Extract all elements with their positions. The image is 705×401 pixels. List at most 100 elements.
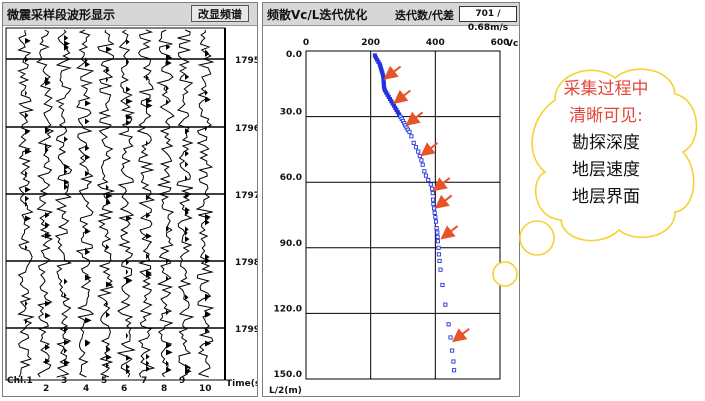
waveform-peak [106,192,110,199]
waveform-trace [96,29,116,378]
data-point [432,210,437,215]
waveform-peak [185,209,189,216]
channel-label: 8 [161,384,167,394]
waveform-peak [146,212,151,219]
waveform-peak [25,318,28,325]
x-axis-label: Vc(m/s) [506,39,519,49]
annotation-arrow [393,89,411,104]
waveform-peak [166,258,169,265]
waveform-peak [25,300,28,307]
callout-tail-bubble-small [492,261,518,287]
waveform-peak [64,44,69,51]
waveform-panel-title: 微震采样段波形显示 [7,8,116,22]
waveform-peak [146,270,152,277]
data-point [451,359,456,364]
channel-label: 3 [61,376,67,386]
data-point [430,186,435,191]
waveform-peak [185,161,189,168]
callout-line-1: 采集过程中 [563,79,649,99]
waveform-peak [146,353,150,360]
annotation-arrows [383,65,470,343]
waveform-peak [126,98,133,105]
data-point [417,153,422,159]
waveform-peak [64,278,68,285]
waveform-peak [126,368,131,375]
time-unit-label: Time(s) [226,379,257,389]
time-label: 1799 [235,325,257,335]
waveform-peak [205,257,211,264]
waveform-peak [106,311,111,318]
annotation-arrow [452,328,470,343]
callout-line-4: 地层速度 [572,160,640,180]
waveform-trace [36,29,55,378]
waveform-peak [146,253,150,260]
iteration-value-field[interactable]: 701 / 0.68m/s [459,6,517,33]
waveform-plot: 1795 1796 1797 1798 1799 Chl.1 2 3 4 5 6 7 8 9 10 Tim… [5,27,257,394]
waveform-peak [185,175,188,182]
data-point [437,258,442,263]
data-point [452,368,457,373]
waveform-peak [146,140,149,147]
y-tick-label: 60.0 [280,173,302,183]
waveform-peak [64,163,70,170]
waveform-peak [25,186,31,193]
data-point [411,140,416,145]
waveform-peak [146,233,152,240]
waveform-trace [75,29,95,378]
waveform-peak [45,232,52,239]
y-tick-label: 120.0 [274,304,302,314]
waveform-peak [64,292,67,299]
waveform-trace [54,29,73,378]
waveform-peak [106,76,109,83]
time-label: 1798 [235,258,257,268]
x-tick-label: 0 [303,38,309,48]
channel-label: 5 [101,376,107,386]
waveform-peak [45,221,50,228]
waveform-peak [25,37,31,44]
channel-labels: Chl.1 2 3 4 5 6 7 8 9 10 [7,376,212,394]
waveform-peak [185,150,189,157]
waveform-peak [146,365,151,372]
waveform-peak [25,215,32,222]
waveform-peak [45,212,50,219]
waveform-peak [205,89,208,96]
waveform-peak [166,99,170,106]
waveform-peak [166,360,169,367]
channel-label: 4 [83,384,89,394]
waveform-peak [45,147,49,154]
channel-label: 7 [141,376,147,386]
waveform-peak [25,112,29,119]
time-label: 1796 [235,124,257,134]
waveform-peak [166,59,172,66]
iteration-label: 迭代数/代差 [395,9,455,22]
annotation-arrow [405,111,424,126]
waveform-peak [146,194,151,201]
waveform-trace [156,29,175,378]
waveform-peak [126,58,130,65]
data-point [416,149,421,154]
data-point [431,202,436,207]
waveform-peak [85,170,90,177]
data-point [426,177,431,183]
y-tick-label: 0.0 [286,50,302,60]
waveform-peak [64,40,70,47]
data-point [443,302,448,307]
show-spectrum-button[interactable]: 改显频谱 [191,5,249,22]
channel-label: 6 [121,384,127,394]
waveform-peak [25,244,28,251]
x-tick-label: 200 [361,38,380,48]
waveform-peak [64,168,68,175]
data-point [450,348,455,353]
data-point [435,239,440,244]
callout-tail-bubble-large [519,220,555,256]
waveform-peak [25,56,29,63]
time-label: 1797 [235,191,257,201]
waveform-peak [106,345,111,352]
waveform-peak [45,344,51,351]
waveform-peak [85,317,92,324]
waveform-peak [185,363,191,370]
waveform-peak [205,340,212,347]
waveform-plot-frame [5,27,226,381]
chart-plot-frame [305,50,501,380]
waveform-peak [205,96,211,103]
